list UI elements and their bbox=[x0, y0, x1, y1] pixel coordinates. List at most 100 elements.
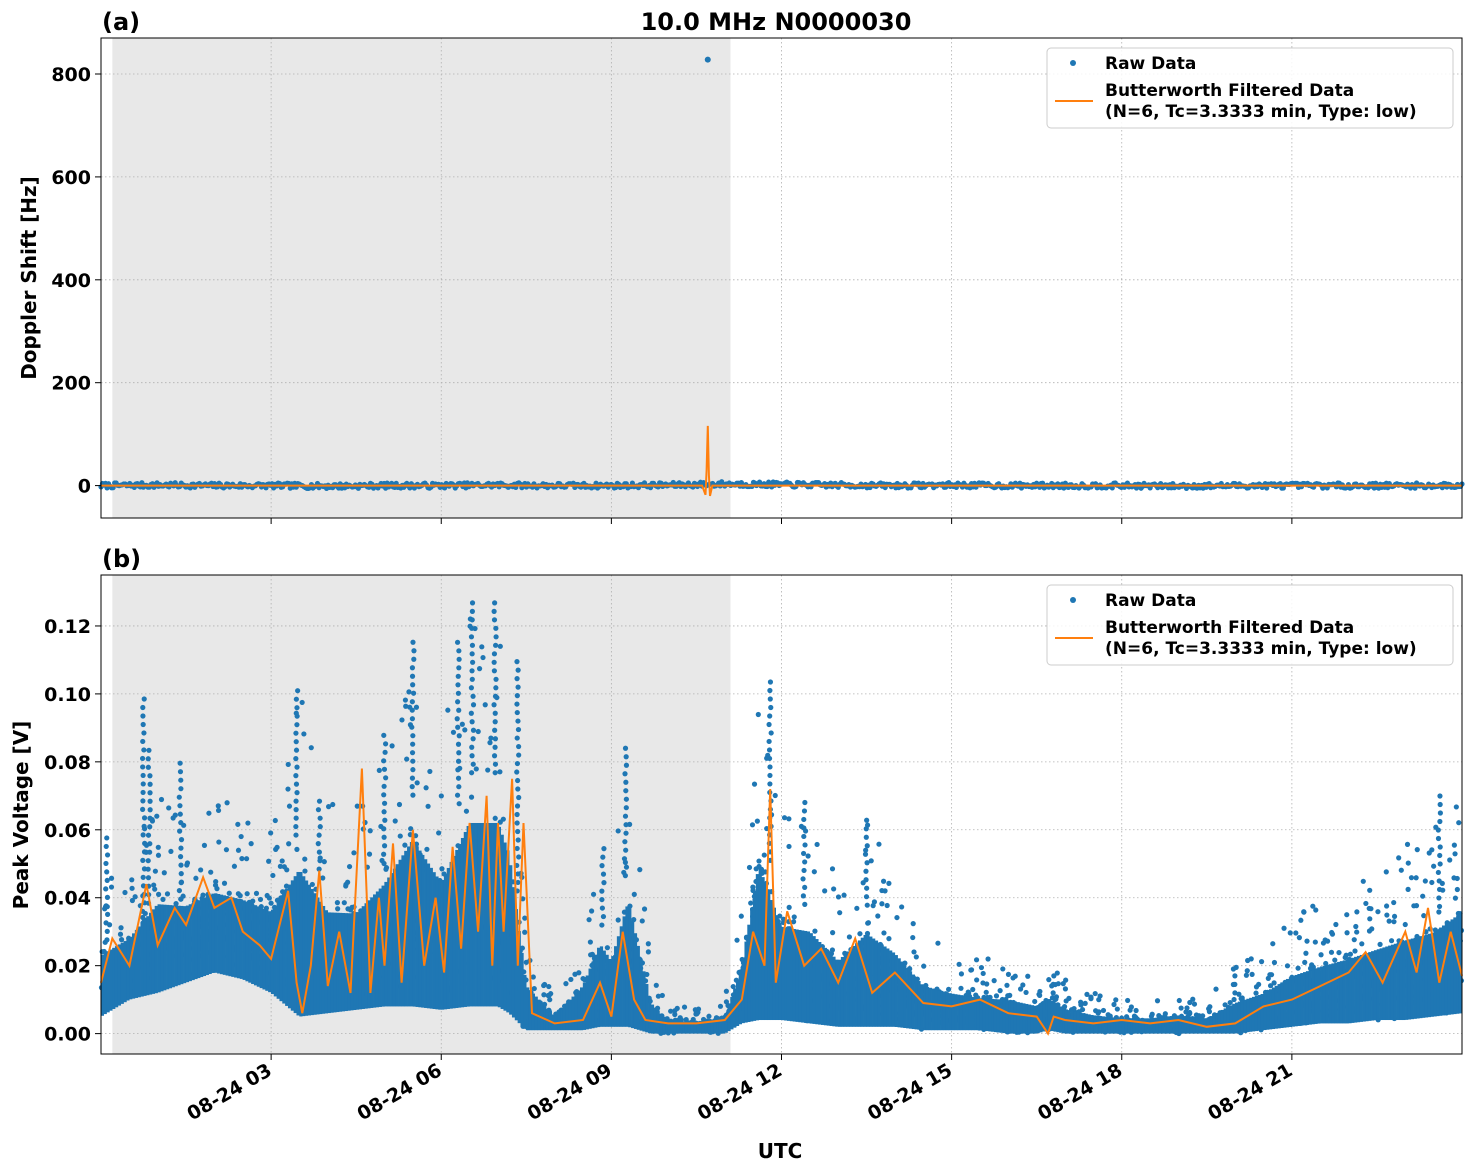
raw-data-band bbox=[557, 1011, 561, 1031]
raw-data-point bbox=[1310, 903, 1316, 909]
raw-data-point bbox=[317, 824, 323, 830]
x-tick-label: 08-24 12 bbox=[694, 1059, 786, 1125]
raw-data-point bbox=[1413, 875, 1419, 881]
raw-data-band bbox=[1351, 957, 1355, 1023]
raw-data-band bbox=[795, 929, 799, 1022]
raw-data-point bbox=[973, 957, 980, 963]
raw-data-point bbox=[754, 818, 760, 824]
raw-data-band bbox=[134, 929, 139, 998]
raw-data-point bbox=[1436, 895, 1442, 901]
raw-data-point bbox=[1253, 984, 1260, 990]
raw-data-band bbox=[1286, 978, 1290, 1028]
raw-data-point bbox=[1328, 949, 1335, 955]
raw-data-point bbox=[382, 749, 388, 755]
raw-data-band bbox=[438, 880, 442, 1010]
raw-data-point bbox=[514, 692, 520, 699]
raw-data-point bbox=[294, 722, 300, 728]
raw-data-point bbox=[468, 634, 475, 640]
raw-data-band bbox=[497, 826, 501, 1008]
raw-data-point bbox=[1233, 964, 1239, 970]
raw-data-band bbox=[633, 933, 638, 1029]
filtered-data-line bbox=[101, 425, 1462, 497]
raw-data-point bbox=[730, 983, 736, 990]
raw-data-band bbox=[580, 987, 584, 1031]
raw-data-point bbox=[469, 753, 475, 759]
raw-data-band bbox=[1419, 936, 1423, 1019]
raw-data-band bbox=[852, 945, 856, 1027]
raw-data-band bbox=[214, 893, 218, 973]
raw-data-point bbox=[623, 788, 629, 794]
raw-data-point bbox=[139, 755, 146, 762]
raw-data-band bbox=[1181, 1015, 1185, 1034]
raw-data-point bbox=[140, 857, 146, 863]
raw-data-point bbox=[1207, 1004, 1213, 1010]
raw-data-band bbox=[1439, 927, 1443, 1016]
raw-data-band bbox=[421, 854, 425, 1008]
raw-data-point bbox=[767, 696, 773, 702]
raw-data-point bbox=[334, 900, 340, 906]
raw-data-point bbox=[631, 891, 637, 897]
raw-data-point bbox=[455, 724, 461, 730]
raw-data-point bbox=[751, 781, 758, 787]
raw-data-point bbox=[1405, 860, 1411, 866]
raw-data-band bbox=[239, 899, 243, 979]
raw-data-point bbox=[492, 719, 498, 725]
raw-data-point bbox=[514, 701, 520, 707]
raw-data-point bbox=[455, 775, 462, 781]
raw-data-point bbox=[980, 980, 986, 986]
raw-data-point bbox=[1312, 939, 1318, 945]
raw-data-point bbox=[178, 777, 184, 783]
raw-data-point bbox=[491, 651, 498, 657]
raw-data-point bbox=[147, 790, 153, 796]
raw-data-point bbox=[749, 822, 756, 828]
raw-data-band bbox=[1317, 967, 1321, 1024]
raw-data-point bbox=[1236, 991, 1242, 997]
raw-data-point bbox=[184, 860, 191, 866]
y-axis-label-a: Doppler Shift [Hz] bbox=[17, 176, 41, 380]
raw-data-band bbox=[1393, 943, 1397, 1021]
raw-data-point bbox=[639, 918, 645, 924]
raw-data-point bbox=[864, 885, 870, 891]
raw-data-band bbox=[948, 993, 952, 1031]
raw-data-point bbox=[140, 789, 146, 796]
raw-data-point bbox=[1437, 801, 1443, 808]
raw-data-band bbox=[1087, 1014, 1091, 1034]
raw-data-band bbox=[962, 995, 966, 1031]
raw-data-point bbox=[541, 992, 547, 998]
panel-b: 08-24 03 08-24 06 08-24 09 08-24 12 08-24 15… bbox=[9, 545, 1465, 1125]
raw-data-band bbox=[838, 959, 842, 1027]
raw-data-point bbox=[766, 747, 773, 753]
raw-data-band bbox=[809, 933, 813, 1024]
raw-data-point bbox=[140, 832, 146, 838]
raw-data-point bbox=[244, 891, 250, 897]
raw-data-band bbox=[282, 892, 286, 1004]
raw-data-point bbox=[293, 730, 299, 736]
raw-data-point bbox=[215, 803, 221, 809]
raw-data-point bbox=[140, 798, 146, 804]
raw-data-band bbox=[934, 989, 938, 1031]
raw-data-point bbox=[389, 743, 395, 749]
raw-data-band bbox=[957, 994, 961, 1031]
raw-data-band bbox=[287, 884, 292, 1009]
raw-data-point bbox=[140, 806, 146, 813]
raw-data-point bbox=[1293, 930, 1299, 936]
x-tick-label: 08-24 15 bbox=[864, 1059, 956, 1125]
raw-data-point bbox=[456, 648, 462, 654]
y-tick-label: 600 bbox=[51, 167, 91, 189]
raw-data-point bbox=[717, 1003, 724, 1009]
raw-data-point bbox=[155, 844, 161, 850]
raw-data-point bbox=[469, 608, 475, 614]
raw-data-point bbox=[469, 744, 475, 750]
raw-data-point bbox=[601, 846, 607, 852]
raw-data-point bbox=[294, 846, 300, 852]
raw-data-point bbox=[1324, 938, 1331, 944]
raw-data-point bbox=[801, 833, 807, 840]
raw-data-point bbox=[1367, 916, 1373, 922]
y-tick-label: 400 bbox=[51, 270, 91, 292]
raw-data-band bbox=[364, 903, 368, 1009]
raw-data-band bbox=[562, 1005, 567, 1031]
raw-data-band bbox=[673, 1021, 677, 1034]
raw-data-point bbox=[470, 693, 476, 699]
legend-filtered-label-params: (N=6, Tc=3.3333 min, Type: low) bbox=[1105, 102, 1417, 122]
raw-data-point bbox=[326, 804, 332, 810]
